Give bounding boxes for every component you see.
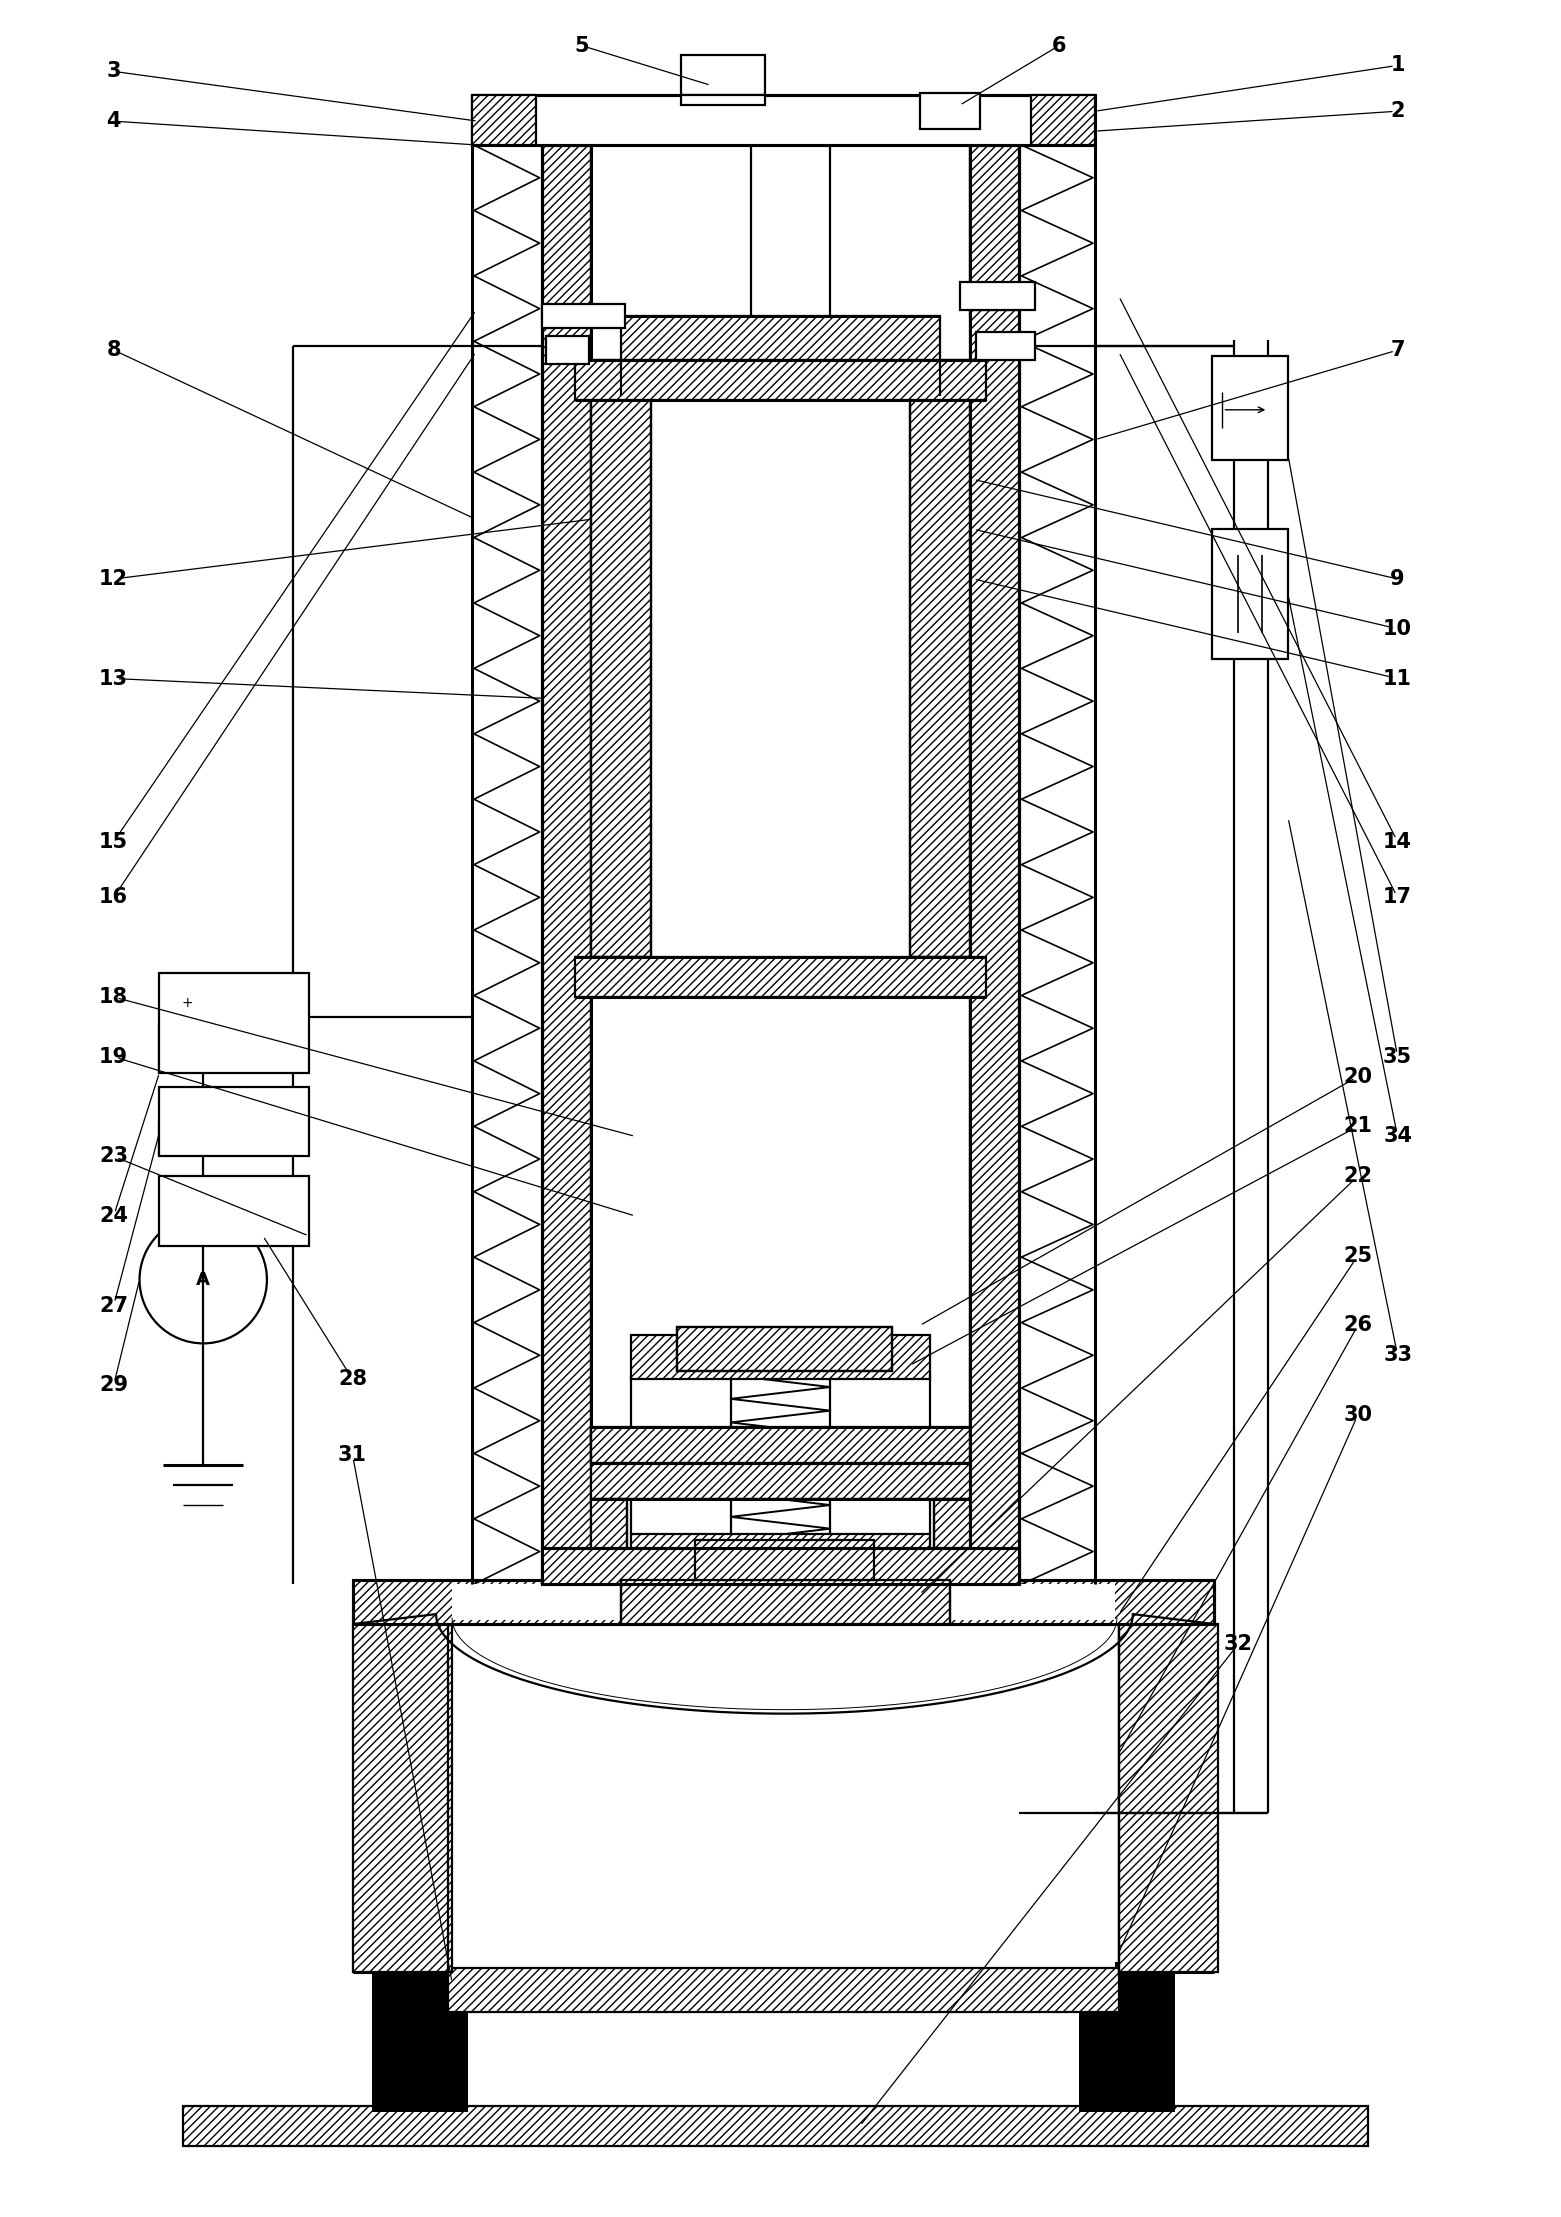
Bar: [910, 399, 969, 958]
Bar: [677, 1328, 891, 1372]
Bar: [592, 1499, 628, 1547]
Bar: [919, 93, 980, 129]
Bar: [592, 399, 651, 958]
Bar: [546, 337, 590, 364]
Text: 27: 27: [100, 1295, 128, 1315]
Bar: [681, 55, 765, 95]
Bar: [651, 399, 910, 958]
Bar: [159, 1177, 309, 1246]
Bar: [183, 2106, 1367, 2146]
Bar: [471, 95, 535, 144]
Bar: [631, 1335, 930, 1379]
Text: 18: 18: [100, 987, 128, 1007]
Text: 14: 14: [1383, 831, 1413, 851]
Bar: [592, 1428, 969, 1463]
Bar: [621, 317, 940, 359]
Bar: [592, 399, 651, 958]
Text: 32: 32: [1224, 1634, 1253, 1654]
Text: 2: 2: [1391, 102, 1405, 122]
Bar: [1121, 1625, 1214, 1969]
Text: 16: 16: [100, 887, 128, 907]
Bar: [960, 282, 1035, 310]
Bar: [453, 1625, 1115, 1969]
Bar: [1213, 530, 1288, 658]
Bar: [448, 1969, 1119, 2013]
Bar: [576, 958, 985, 998]
Text: 1: 1: [1391, 55, 1405, 75]
Bar: [471, 95, 1094, 144]
Text: 17: 17: [1383, 887, 1413, 907]
Bar: [969, 144, 1019, 1585]
Bar: [1032, 95, 1094, 144]
Bar: [681, 95, 765, 104]
Bar: [453, 1585, 1115, 1621]
Text: 23: 23: [100, 1146, 128, 1166]
Text: 35: 35: [1383, 1046, 1413, 1066]
Bar: [576, 359, 985, 399]
Text: 25: 25: [1342, 1246, 1372, 1266]
Text: 29: 29: [98, 1375, 128, 1394]
Bar: [542, 304, 626, 328]
Bar: [910, 399, 969, 958]
Text: +: +: [181, 995, 194, 1011]
Text: 34: 34: [1383, 1126, 1413, 1146]
Bar: [159, 1086, 309, 1157]
Text: 4: 4: [106, 111, 120, 131]
Text: 7: 7: [1391, 339, 1405, 359]
Text: 11: 11: [1383, 670, 1413, 689]
Bar: [976, 333, 1035, 359]
Bar: [592, 1463, 969, 1499]
Text: 12: 12: [100, 570, 128, 590]
Text: 24: 24: [100, 1206, 128, 1226]
Text: 8: 8: [106, 339, 120, 359]
Bar: [933, 1499, 969, 1547]
Bar: [1213, 357, 1288, 459]
Text: 22: 22: [1344, 1166, 1372, 1186]
Text: 13: 13: [100, 670, 128, 689]
Text: 19: 19: [98, 1046, 128, 1066]
Bar: [373, 1962, 468, 2113]
Text: 31: 31: [339, 1445, 367, 1465]
Text: 33: 33: [1383, 1346, 1413, 1366]
Bar: [354, 1625, 448, 1969]
Bar: [677, 1328, 891, 1372]
Text: 6: 6: [1052, 35, 1066, 55]
Text: 15: 15: [98, 831, 128, 851]
Bar: [546, 146, 1015, 1583]
Bar: [353, 1581, 1214, 1625]
Bar: [159, 973, 309, 1073]
Bar: [542, 144, 592, 1585]
Bar: [542, 1547, 1019, 1585]
Bar: [1079, 1962, 1174, 2113]
Bar: [631, 1534, 930, 1585]
Bar: [1119, 1625, 1219, 1973]
Text: A: A: [197, 1270, 211, 1288]
Bar: [695, 1541, 874, 1581]
Text: 28: 28: [339, 1370, 367, 1390]
Bar: [621, 1581, 949, 1625]
Text: 26: 26: [1344, 1315, 1372, 1335]
Text: 30: 30: [1344, 1406, 1372, 1426]
Text: 5: 5: [574, 35, 588, 55]
Text: 10: 10: [1383, 619, 1413, 638]
Text: 3: 3: [106, 62, 120, 82]
Text: 9: 9: [1391, 570, 1405, 590]
Bar: [353, 1625, 453, 1973]
Text: 20: 20: [1344, 1066, 1372, 1086]
Text: 21: 21: [1344, 1117, 1372, 1137]
